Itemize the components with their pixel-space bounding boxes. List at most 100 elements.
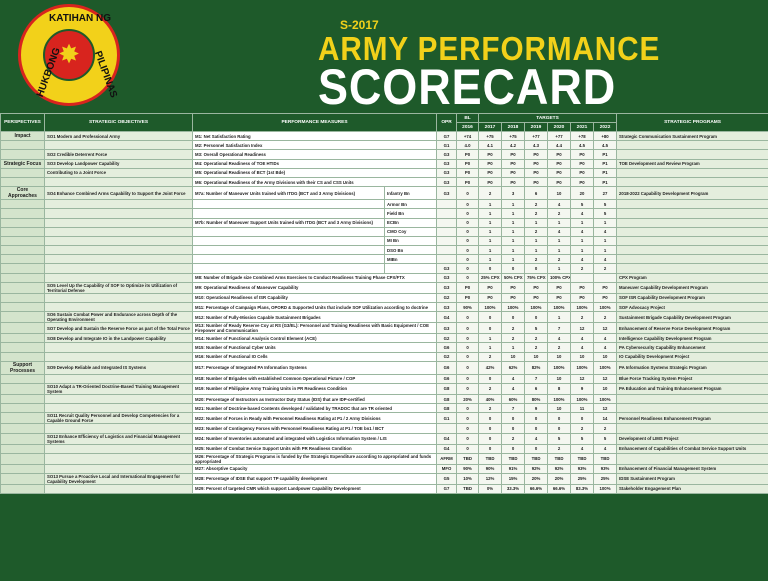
perspective-cell <box>0 322 45 335</box>
value-cell: 0 <box>456 443 480 454</box>
value-cell: 0 <box>456 208 480 219</box>
objective-cell: SO1 Modern and Professional Army <box>44 130 193 142</box>
perspective-cell <box>0 333 45 344</box>
table-row: Core Approaches SO4 Enhance Combined Arms… <box>0 186 768 201</box>
value-cell: P0 <box>456 149 480 160</box>
value-cell: 0 <box>456 272 480 283</box>
value-cell: 4 <box>501 373 526 384</box>
perspective-cell <box>0 263 45 274</box>
value-cell: P0 <box>547 149 572 160</box>
opr-cell: G3 <box>436 301 458 313</box>
table-row: DSO Bn 0 1 1 1 1 1 1 <box>0 245 768 256</box>
opr-cell <box>436 199 458 210</box>
table-row: M29: Percent of targeted CMR which suppo… <box>0 483 768 495</box>
value-cell: 92% <box>524 463 549 474</box>
perspective-cell <box>0 393 45 405</box>
measure-cell: M18: Number of Brigades with established… <box>191 373 438 384</box>
measure-cell <box>192 254 385 265</box>
opr-cell: G2 <box>436 351 458 362</box>
measure-cell: M25: Number of Combat Service Support Un… <box>191 443 438 454</box>
value-cell: 0 <box>456 254 480 265</box>
value-cell: 0 <box>456 360 480 375</box>
program-cell <box>616 235 768 247</box>
program-cell <box>616 245 768 256</box>
value-cell: 100% CPX <box>547 272 572 283</box>
value-cell: 0 <box>478 311 503 324</box>
year-2020: 2020 <box>547 122 572 132</box>
value-cell: 27 <box>593 186 618 201</box>
objective-cell: SO7 Develop and Sustain the Reserve Forc… <box>44 322 193 335</box>
value-cell: P0 <box>547 281 572 294</box>
value-cell: P1 <box>593 158 618 169</box>
perspective-cell: Support Processes <box>0 360 45 375</box>
value-cell: 1 <box>501 208 526 219</box>
value-cell: 25% <box>593 472 618 485</box>
measure-cell: M1: Net Satisfaction Rating <box>191 130 438 142</box>
perspective-cell <box>0 217 45 228</box>
program-cell <box>616 217 768 228</box>
unit-cell: Infantry Bn <box>383 186 438 201</box>
value-cell: 42% <box>478 360 503 375</box>
value-cell: 2 <box>478 186 503 201</box>
value-cell: P0 <box>478 281 503 294</box>
value-cell: 90% <box>456 301 480 313</box>
value-cell: 0 <box>456 186 480 201</box>
value-cell: 93% <box>570 463 595 474</box>
objective-cell <box>44 292 193 304</box>
objective-cell: Contributing to a Joint Force <box>44 167 193 178</box>
value-cell: 20 <box>570 186 595 201</box>
value-cell: 4 <box>593 443 618 454</box>
bottom-bar <box>0 578 768 581</box>
value-cell: 10 <box>593 382 618 395</box>
value-cell: 2 <box>501 432 526 445</box>
value-cell: 90% <box>478 463 503 474</box>
value-cell: P0 <box>524 281 549 294</box>
value-cell: 2 <box>478 382 503 395</box>
program-cell <box>616 403 768 414</box>
value-cell: TBD <box>456 483 480 495</box>
objective-cell <box>44 217 193 228</box>
perspective-cell <box>0 301 45 313</box>
value-cell: 1 <box>501 245 526 256</box>
value-cell: 0 <box>478 373 503 384</box>
value-cell: 0 <box>456 382 480 395</box>
program-cell <box>616 393 768 405</box>
value-cell: 0 <box>478 412 503 425</box>
perspective-cell <box>0 483 45 495</box>
unit-cell: Field Bn <box>383 208 438 219</box>
year-2022: 2022 <box>593 122 618 132</box>
value-cell: 0 <box>501 443 526 454</box>
objective-cell: SO8 Develop and Integrate IO in the Land… <box>44 333 193 344</box>
measure-cell: M13: Number of Ready Reserve Coy at RS (… <box>191 322 438 335</box>
value-cell: 10 <box>570 351 595 362</box>
value-cell: 0 <box>524 311 549 324</box>
value-cell: 100% <box>501 301 526 313</box>
value-cell: 100% <box>570 393 595 405</box>
opr-cell: G1 <box>436 412 458 425</box>
table-row: SO7 Develop and Sustain the Reserve Forc… <box>0 322 768 335</box>
program-cell: Enhancement of Capabilities of Combat Se… <box>616 443 768 454</box>
value-cell: 0 <box>524 443 549 454</box>
perspective-cell <box>0 403 45 414</box>
opr-cell: G6 <box>436 373 458 384</box>
value-cell: 3 <box>501 186 526 201</box>
value-cell: 6 <box>524 382 549 395</box>
value-cell: 10% <box>456 472 480 485</box>
value-cell: 5 <box>570 432 595 445</box>
opr-cell: AFRM <box>436 452 458 465</box>
value-cell: 1 <box>570 235 595 247</box>
value-cell: P0 <box>501 281 526 294</box>
value-cell: P1 <box>593 167 618 178</box>
value-cell: P1 <box>593 149 618 160</box>
value-cell: 4 <box>547 333 572 344</box>
value-cell: TBD <box>547 452 572 465</box>
objective-cell: SO9 Develop Reliable and Integrated IS S… <box>44 360 193 375</box>
perspective-cell <box>0 443 45 454</box>
objective-cell <box>44 301 193 313</box>
col-objectives: STRATEGIC OBJECTIVES <box>44 113 193 132</box>
objective-cell <box>44 208 193 219</box>
value-cell: 2 <box>524 226 549 237</box>
opr-cell <box>436 245 458 256</box>
program-cell: Development of LIMS Project <box>616 432 768 445</box>
value-cell: 1 <box>547 217 572 228</box>
